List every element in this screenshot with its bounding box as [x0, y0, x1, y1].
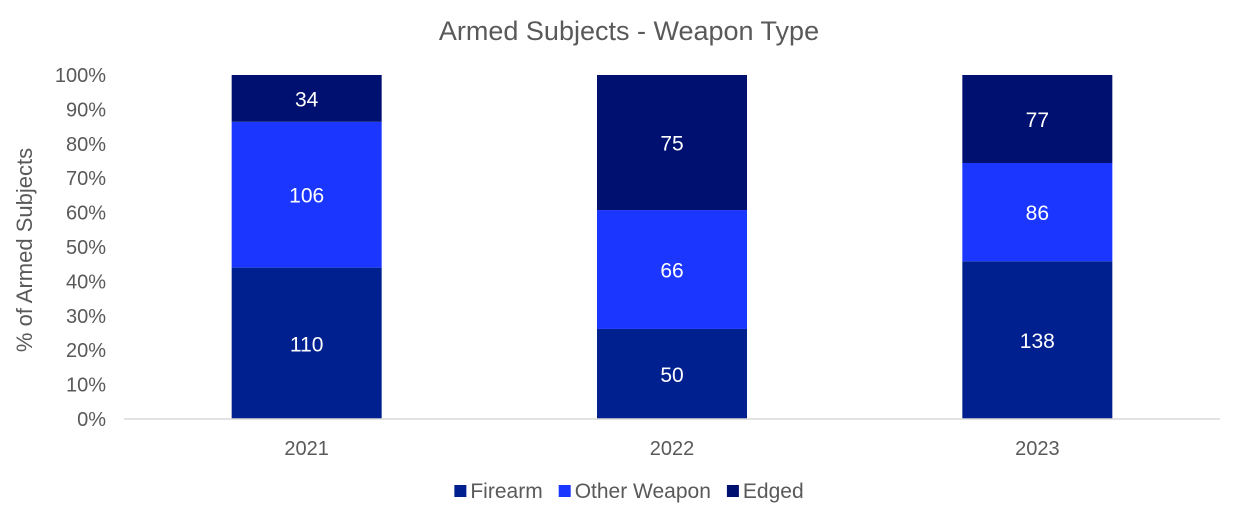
bar-segment-firearm-2021 [231, 267, 382, 419]
data-label: 138 [1020, 330, 1055, 353]
data-label: 106 [289, 185, 324, 208]
legend-swatch [454, 485, 467, 497]
y-tick-label: 10% [66, 375, 106, 397]
bars: 110 106 34 50 66 75 138 86 77 [231, 75, 1113, 419]
y-tick-label: 90% [66, 99, 106, 121]
data-label: 77 [1026, 109, 1049, 132]
data-label: 66 [660, 260, 683, 283]
y-tick-label: 100% [55, 65, 106, 87]
legend-item-other-weapon: Other Weapon [558, 480, 711, 503]
bar-segment-edged-2021 [231, 75, 382, 122]
legend-item-firearm: Firearm [454, 480, 543, 503]
y-axis-label: % of Armed Subjects [12, 148, 37, 352]
legend-item-edged: Edged [726, 480, 804, 503]
legend-swatch [726, 485, 739, 497]
legend: Firearm Other Weapon Edged [454, 480, 804, 503]
y-tick-label: 30% [66, 306, 106, 328]
chart-title: Armed Subjects - Weapon Type [439, 16, 819, 46]
legend-swatch [558, 485, 571, 497]
y-tick-label: 20% [66, 340, 106, 362]
data-label: 34 [295, 88, 319, 111]
y-tick-label: 60% [66, 203, 106, 225]
x-axis-ticks: 2021 2022 2023 [284, 438, 1059, 460]
x-tick-label: 2022 [650, 438, 695, 460]
bar-segment-other-weapon-2023 [962, 163, 1113, 262]
y-tick-label: 70% [66, 168, 106, 190]
data-label: 50 [660, 364, 683, 387]
y-tick-label: 80% [66, 134, 106, 156]
y-axis-ticks: 0% 10% 20% 30% 40% 50% 60% 70% 80% 90% 100% [55, 65, 106, 431]
bar-segment-firearm-2023 [962, 261, 1113, 419]
x-tick-label: 2023 [1015, 438, 1060, 460]
y-tick-label: 40% [66, 271, 106, 293]
y-tick-label: 50% [66, 237, 106, 259]
data-label: 110 [290, 333, 323, 356]
bar-segment-other-weapon-2021 [231, 121, 382, 268]
data-label: 75 [660, 133, 683, 156]
bar-segment-edged-2023 [962, 75, 1113, 163]
data-label: 86 [1026, 202, 1049, 225]
legend-label: Edged [743, 480, 804, 503]
bar-segment-other-weapon-2022 [597, 210, 747, 329]
bar-segment-firearm-2022 [597, 328, 747, 419]
x-tick-label: 2021 [284, 438, 329, 460]
legend-label: Firearm [470, 480, 542, 503]
y-tick-label: 0% [77, 409, 106, 431]
legend-label: Other Weapon [575, 480, 711, 503]
bar-segment-edged-2022 [597, 75, 747, 211]
